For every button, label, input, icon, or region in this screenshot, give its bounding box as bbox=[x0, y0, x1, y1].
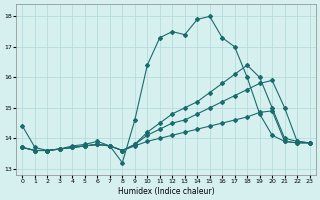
X-axis label: Humidex (Indice chaleur): Humidex (Indice chaleur) bbox=[118, 187, 214, 196]
